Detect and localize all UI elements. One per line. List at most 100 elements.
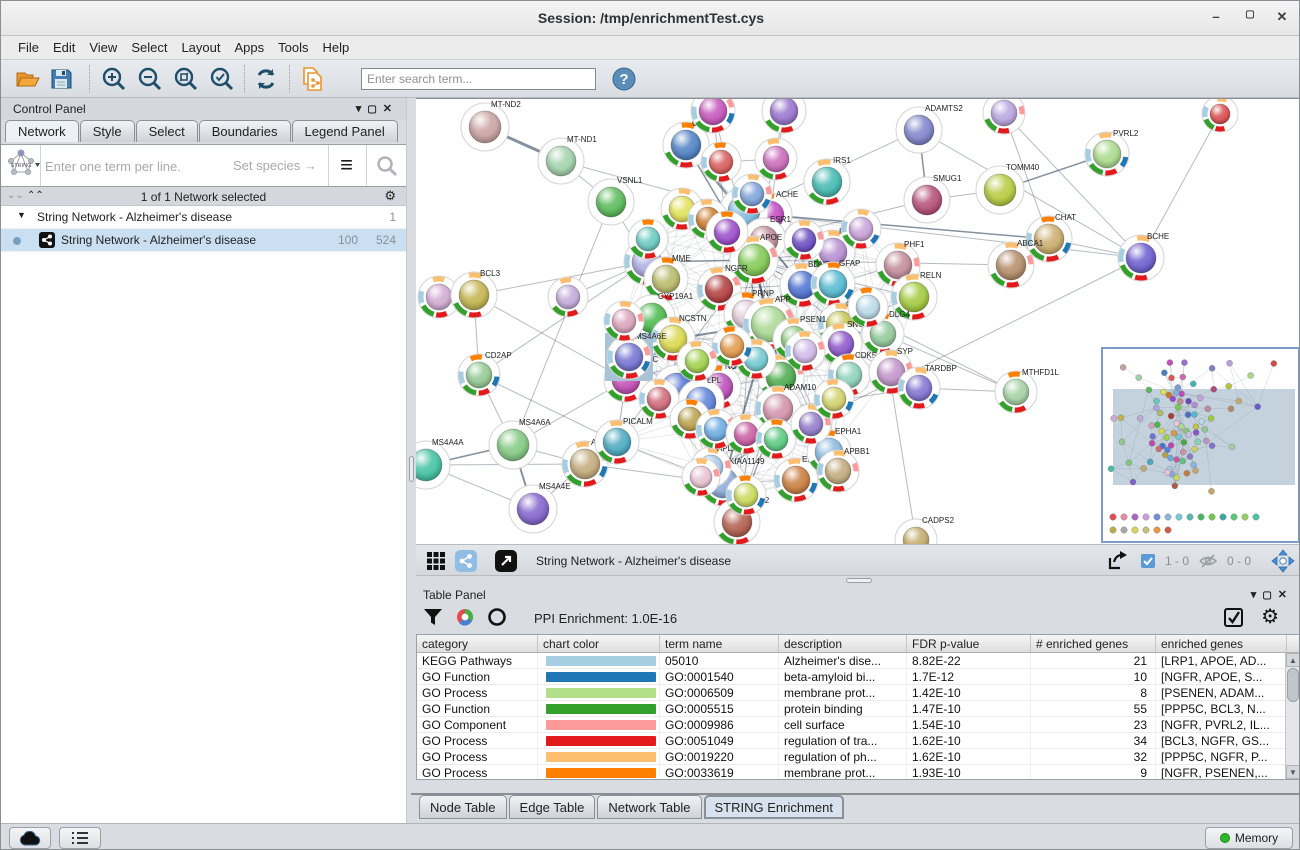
protein-node-ms4a6a[interactable]: MS4A6A xyxy=(488,418,551,470)
protein-node[interactable] xyxy=(627,218,669,260)
protein-node[interactable] xyxy=(417,275,461,319)
menu-tools[interactable]: Tools xyxy=(278,40,309,55)
protein-node[interactable] xyxy=(783,219,825,261)
menu-layout[interactable]: Layout xyxy=(181,40,221,55)
enrichment-table[interactable]: category chart color term name description F… xyxy=(416,634,1299,780)
protein-node-apoe[interactable]: APOE xyxy=(729,233,782,285)
protein-node[interactable] xyxy=(1201,99,1239,133)
table-row[interactable]: GO Process GO:0051049 regulation of tra...… xyxy=(417,733,1299,749)
select-rows-checkbox-icon[interactable] xyxy=(1224,608,1243,627)
protein-node-bche[interactable]: BCHE xyxy=(1117,232,1169,282)
protein-node-irs1[interactable]: IRS1 xyxy=(803,156,851,206)
open-session-button[interactable] xyxy=(13,64,43,94)
table-row[interactable]: GO Function GO:0005515 protein binding 1.47… xyxy=(417,701,1299,717)
string-options-icon[interactable]: ≡ xyxy=(328,145,364,186)
network-canvas[interactable]: MT-ND2 MT-ND1 VSNL1 GAB2 ADAMTS2 PVRL2 TOMM40 S… xyxy=(416,98,1300,544)
protein-node-ms4a4a[interactable]: MS4A4A xyxy=(416,438,464,490)
species-hint[interactable]: Set species → xyxy=(233,158,317,173)
protein-node-cd2ap[interactable]: CD2AP xyxy=(457,351,512,397)
protein-node-abca7[interactable]: ABCA7 xyxy=(561,438,618,488)
protein-node[interactable] xyxy=(813,378,855,420)
protein-node-pvrl2[interactable]: PVRL2 xyxy=(1084,129,1139,177)
refresh-button[interactable] xyxy=(251,64,281,94)
protein-node-ms4a6e[interactable]: MS4A6E xyxy=(605,332,667,381)
protein-node-apbb1[interactable]: APBB1 xyxy=(816,447,870,493)
protein-node[interactable] xyxy=(731,173,773,215)
string-logo[interactable]: STRING xyxy=(1,145,41,186)
table-settings-gear-icon[interactable]: ⚙ xyxy=(1261,606,1279,628)
menu-select[interactable]: Select xyxy=(131,40,168,55)
help-button[interactable]: ? xyxy=(609,64,639,94)
minimize-button[interactable]: – xyxy=(1212,9,1220,24)
export-network-icon[interactable] xyxy=(1105,549,1129,573)
protein-node-mt-nd1[interactable]: MT-ND1 xyxy=(537,135,597,185)
ring-chart-icon[interactable] xyxy=(487,607,507,627)
tab-legend-panel[interactable]: Legend Panel xyxy=(291,120,398,142)
network-row[interactable]: String Network - Alzheimer's disease 100… xyxy=(1,229,406,252)
panel-close-icon[interactable]: ✕ xyxy=(1277,589,1293,601)
table-row[interactable]: GO Process GO:0019220 regulation of ph... 1… xyxy=(417,749,1299,765)
collapse-arrow-icon[interactable]: ▼ xyxy=(17,210,26,220)
protein-node[interactable] xyxy=(547,276,589,318)
protein-node-ncstn[interactable]: NCSTN xyxy=(650,314,707,362)
protein-node-ms4a4e[interactable]: MS4A4E xyxy=(508,482,571,534)
panel-float-icon[interactable]: ▢ xyxy=(367,104,383,115)
protein-node-gab2[interactable]: GAB2 xyxy=(662,119,714,169)
menu-file[interactable]: File xyxy=(18,40,39,55)
menu-help[interactable]: Help xyxy=(322,40,350,55)
donut-chart-icon[interactable] xyxy=(455,607,475,627)
expand-all-icon[interactable]: ⌄⌄ xyxy=(7,190,24,201)
horizontal-splitter[interactable] xyxy=(416,576,1299,586)
protein-node-mme[interactable]: MME xyxy=(643,254,691,302)
protein-node-tomm40[interactable]: TOMM40 xyxy=(975,163,1040,215)
menu-view[interactable]: View xyxy=(89,40,118,55)
protein-node[interactable] xyxy=(603,300,645,342)
network-graph[interactable]: MT-ND2 MT-ND1 VSNL1 GAB2 ADAMTS2 PVRL2 TOMM40 S… xyxy=(416,99,1300,544)
column-header-enriched-genes[interactable]: enriched genes xyxy=(1156,635,1287,652)
protein-node-abca1[interactable]: ABCA1 xyxy=(987,239,1044,289)
table-row[interactable]: KEGG Pathways 05010 Alzheimer's dise... 8.8… xyxy=(417,653,1299,669)
task-history-button[interactable] xyxy=(59,827,101,849)
clone-network-button[interactable] xyxy=(298,64,328,94)
column-header-term-name[interactable]: term name xyxy=(660,635,779,652)
protein-node[interactable] xyxy=(725,413,767,455)
tab-network[interactable]: Network xyxy=(5,120,79,142)
memory-button[interactable]: Memory xyxy=(1205,827,1293,849)
tab-boundaries[interactable]: Boundaries xyxy=(198,120,291,142)
protein-node-mt-nd2[interactable]: MT-ND2 xyxy=(460,100,521,152)
zoom-out-button[interactable] xyxy=(135,64,165,94)
save-session-button[interactable] xyxy=(46,64,76,94)
protein-node[interactable] xyxy=(784,330,826,372)
table-row[interactable]: GO Function GO:0001540 beta-amyloid bi... 1… xyxy=(417,669,1299,685)
protein-node-vsnl1[interactable]: VSNL1 xyxy=(587,176,643,226)
search-input[interactable] xyxy=(361,68,596,90)
protein-node-bcl3[interactable]: BCL3 xyxy=(450,269,501,319)
protein-node[interactable] xyxy=(638,378,680,420)
scroll-up-arrow[interactable]: ▲ xyxy=(1286,653,1299,667)
protein-node[interactable] xyxy=(676,340,718,382)
tab-string-enrichment[interactable]: STRING Enrichment xyxy=(703,795,844,819)
scroll-thumb[interactable] xyxy=(1287,668,1299,702)
column-header-chart-color[interactable]: chart color xyxy=(538,635,660,652)
protein-node[interactable] xyxy=(840,208,882,250)
protein-node[interactable] xyxy=(681,457,721,497)
protein-node-chat[interactable]: CHAT xyxy=(1025,213,1076,263)
collapse-all-icon[interactable]: ⌃⌃ xyxy=(27,190,44,201)
birds-eye-navigator[interactable] xyxy=(1101,347,1299,543)
protein-node-mthfd1l[interactable]: MTHFD1L xyxy=(994,368,1059,414)
splitter-grip[interactable] xyxy=(846,578,872,583)
protein-node-efna5[interactable]: EFNA5 xyxy=(773,455,828,503)
tab-node-table[interactable]: Node Table xyxy=(419,795,507,819)
zoom-in-button[interactable] xyxy=(99,64,129,94)
panel-close-icon[interactable]: ✕ xyxy=(382,103,398,115)
network-share-view-icon[interactable] xyxy=(454,549,478,573)
protein-node[interactable] xyxy=(705,210,749,254)
zoom-fit-button[interactable] xyxy=(171,64,201,94)
menu-edit[interactable]: Edit xyxy=(52,40,76,55)
network-collection-row[interactable]: ▼ String Network - Alzheimer's disease 1 xyxy=(1,206,406,229)
panel-float-icon[interactable]: ▢ xyxy=(1262,590,1278,601)
maximize-button[interactable]: ▢ xyxy=(1245,9,1255,20)
scroll-down-arrow[interactable]: ▼ xyxy=(1286,765,1299,779)
table-row[interactable]: GO Component GO:0009986 cell surface 1.54E-… xyxy=(417,717,1299,733)
tab-style[interactable]: Style xyxy=(79,120,135,142)
